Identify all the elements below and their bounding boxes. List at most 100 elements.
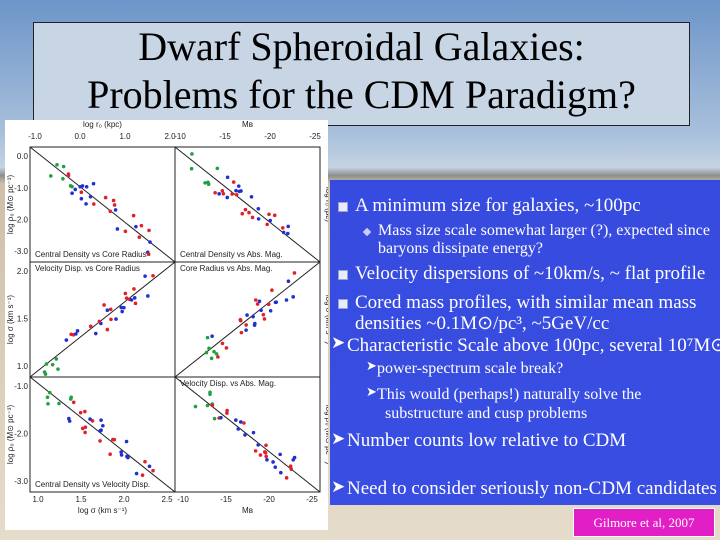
data-dot bbox=[111, 198, 116, 203]
top-tick-label: -20 bbox=[264, 132, 276, 141]
y-axis-label: log ρ₀ (M⊙ pc⁻³) bbox=[6, 175, 15, 235]
right-axis-label: log σ (km s⁻¹) bbox=[324, 295, 328, 344]
data-dot bbox=[255, 302, 260, 306]
panel-caption: Central Density vs Abs. Mag. bbox=[180, 250, 283, 259]
y-axis-label: log ρ₀ (M⊙ pc⁻³) bbox=[6, 405, 15, 465]
data-dot bbox=[91, 181, 96, 186]
figure-background bbox=[5, 120, 328, 530]
data-dot bbox=[240, 211, 245, 216]
bullet-text: Velocity dispersions of ~10km/s, ~ flat … bbox=[355, 263, 706, 284]
data-dot bbox=[278, 452, 282, 457]
bottom-tick-label: -20 bbox=[263, 495, 275, 504]
data-dot bbox=[66, 173, 71, 178]
data-dot bbox=[225, 408, 229, 413]
data-dot bbox=[74, 332, 78, 336]
data-dot bbox=[189, 166, 194, 171]
bullet-text: A minimum size for galaxies, ~100pc bbox=[355, 195, 641, 216]
data-dot bbox=[230, 192, 234, 196]
bullet-arrow: ➤ bbox=[331, 477, 346, 497]
data-dot bbox=[109, 317, 113, 322]
data-dot bbox=[113, 208, 118, 212]
data-dot bbox=[207, 346, 211, 351]
data-dot bbox=[257, 299, 262, 304]
data-dot bbox=[281, 230, 286, 235]
data-dot bbox=[84, 202, 88, 206]
data-dot bbox=[64, 338, 69, 342]
data-dot bbox=[208, 392, 212, 397]
data-dot bbox=[292, 455, 297, 460]
bullet-arrow: ➤ bbox=[331, 333, 346, 353]
data-dot bbox=[148, 240, 152, 244]
data-dot bbox=[267, 212, 271, 217]
data-dot bbox=[75, 329, 80, 333]
bullet-text: power-spectrum scale break? bbox=[377, 360, 564, 377]
data-dot bbox=[256, 217, 261, 221]
top-tick-label: -25 bbox=[309, 132, 321, 141]
panel-caption: Central Density vs Velocity Disp. bbox=[35, 480, 150, 489]
data-dot bbox=[114, 317, 118, 321]
data-dot bbox=[258, 453, 263, 457]
data-dot bbox=[92, 202, 96, 206]
data-dot bbox=[243, 433, 247, 437]
data-dot bbox=[266, 302, 271, 307]
data-dot bbox=[88, 194, 93, 199]
data-dot bbox=[88, 417, 92, 421]
data-dot bbox=[83, 430, 87, 435]
panel-caption: Velocity Disp. vs Abs. Mag. bbox=[180, 379, 276, 388]
bullet-text: Number counts low relative to CDM bbox=[347, 430, 627, 451]
data-dot bbox=[204, 350, 209, 355]
bullet-text: baryons dissipate energy? bbox=[378, 240, 543, 257]
data-dot bbox=[61, 177, 65, 181]
data-dot bbox=[231, 180, 236, 184]
data-dot bbox=[54, 357, 59, 361]
data-dot bbox=[151, 468, 155, 473]
bullet-text: densities ~0.1M⊙/pc³, ~5GeV/cc bbox=[355, 313, 610, 334]
bottom-axis-label: Mʙ bbox=[242, 506, 253, 515]
data-dot bbox=[99, 418, 103, 422]
data-dot bbox=[253, 321, 257, 326]
data-dot bbox=[261, 312, 266, 317]
data-dot bbox=[249, 195, 254, 199]
y-axis-label: log σ (km s⁻¹) bbox=[6, 295, 15, 344]
data-dot bbox=[259, 308, 263, 313]
data-dot bbox=[253, 298, 258, 302]
data-dot bbox=[105, 308, 110, 313]
data-dot bbox=[105, 327, 110, 332]
y-tick-label: -1.0 bbox=[14, 382, 28, 391]
data-dot bbox=[205, 335, 210, 340]
data-dot bbox=[205, 403, 210, 408]
citation: Gilmore et al, 2007 bbox=[573, 508, 715, 537]
bullet-text: This would (perhaps!) naturally solve th… bbox=[377, 386, 642, 403]
data-dot bbox=[265, 222, 269, 227]
data-dot bbox=[139, 223, 144, 228]
data-dot bbox=[132, 296, 137, 300]
panel-caption: Core Radius vs Abs. Mag. bbox=[180, 264, 272, 273]
data-dot bbox=[217, 192, 221, 196]
data-dot bbox=[250, 215, 255, 220]
data-dot bbox=[274, 300, 279, 304]
bullet-diamond bbox=[362, 227, 372, 237]
y-tick-label: 0.0 bbox=[17, 152, 29, 161]
data-dot bbox=[84, 184, 89, 189]
data-dot bbox=[102, 303, 106, 307]
data-dot bbox=[115, 227, 120, 231]
data-dot bbox=[79, 196, 84, 201]
fit-line bbox=[29, 261, 176, 378]
data-dot bbox=[242, 421, 246, 425]
data-dot bbox=[210, 334, 214, 338]
y-tick-label: -1.0 bbox=[14, 184, 28, 193]
data-dot bbox=[220, 341, 225, 346]
data-dot bbox=[225, 175, 230, 180]
data-dot bbox=[68, 184, 73, 188]
top-tick-label: 2.0 bbox=[164, 132, 176, 141]
y-tick-label: -3.0 bbox=[14, 247, 28, 256]
y-tick-label: 1.5 bbox=[17, 315, 29, 324]
data-dot bbox=[286, 224, 291, 229]
data-dot bbox=[80, 184, 85, 188]
bullet-text: substructure and cusp problems bbox=[385, 405, 588, 422]
data-dot bbox=[124, 296, 129, 300]
top-tick-label: -10 bbox=[174, 132, 186, 141]
data-dot bbox=[73, 187, 78, 192]
y-tick-label: -3.0 bbox=[14, 477, 28, 486]
